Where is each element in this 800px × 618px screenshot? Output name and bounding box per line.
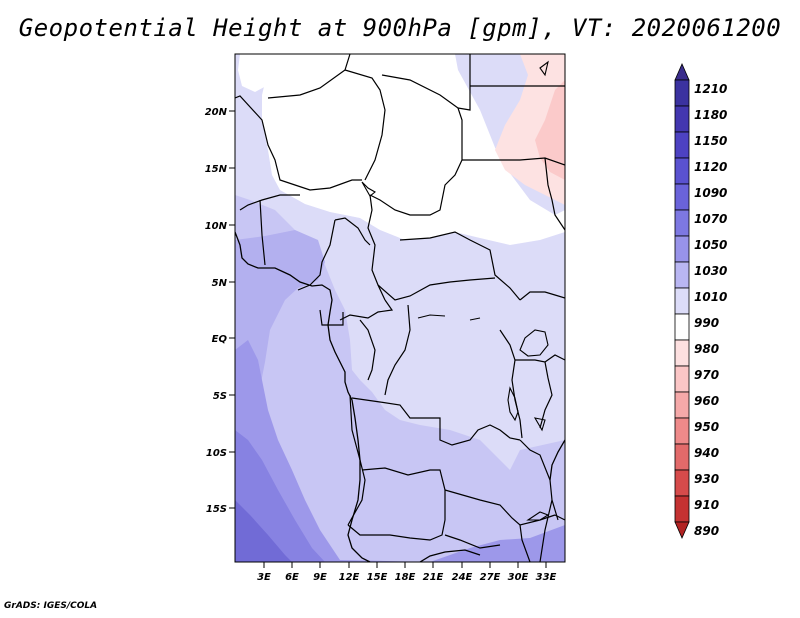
lat-label: 20N (205, 107, 228, 118)
height-field-970 (535, 80, 565, 180)
longitude-labels: 3E 6E 9E 12E 15E 18E 21E 24E 27E 30E 33E (257, 572, 556, 583)
lat-label: 5S (213, 391, 227, 402)
colorbar-label: 1030 (694, 264, 727, 278)
map-panel (235, 54, 565, 562)
colorbar-label: 990 (694, 316, 719, 330)
lon-label: 6E (285, 572, 299, 583)
colorbar-swatch (674, 391, 690, 419)
colorbar-labels: 1210 1180 1150 1120 1090 1070 1050 1030 … (694, 82, 727, 538)
colorbar-swatch (674, 443, 690, 471)
longitude-axis (263, 562, 547, 568)
lat-label: 15S (206, 504, 227, 515)
lat-label: 5N (212, 278, 228, 289)
lat-label: EQ (212, 334, 228, 345)
colorbar-swatch (674, 365, 690, 393)
colorbar-swatch (674, 261, 690, 289)
colorbar-label: 980 (694, 342, 719, 356)
colorbar-label: 1070 (694, 212, 727, 226)
colorbar-upper-arrow (674, 63, 690, 81)
map-frame (234, 53, 566, 563)
colorbar-swatch (674, 417, 690, 445)
lat-label: 10N (205, 221, 228, 232)
colorbar-swatch (674, 235, 690, 263)
colorbar-label: 940 (694, 446, 719, 460)
height-field-990-west (238, 54, 275, 92)
colorbar-label: 910 (694, 498, 719, 512)
colorbar-label: 1210 (694, 82, 727, 96)
colorbar-swatch (674, 79, 690, 107)
latitude-labels: 20N 15N 10N 5N EQ 5S 10S 15S (205, 107, 228, 515)
colorbar-lower-arrow (674, 521, 690, 539)
lon-label: 18E (395, 572, 416, 583)
colorbar-swatch (674, 313, 690, 341)
colorbar-label: 1010 (694, 290, 727, 304)
colorbar-label: 970 (694, 368, 719, 382)
colorbar-swatch (674, 183, 690, 211)
lakes (361, 60, 550, 521)
coastline (235, 231, 565, 562)
colorbar-label: 1090 (694, 186, 727, 200)
colorbar-swatch (674, 157, 690, 185)
country-borders (235, 54, 565, 562)
lat-label: 10S (206, 448, 227, 459)
colorbar-label: 890 (694, 524, 719, 538)
colorbar-swatch (674, 287, 690, 315)
colorbar-label: 1180 (694, 108, 727, 122)
colorbar-swatch (674, 105, 690, 133)
colorbar-label: 960 (694, 394, 719, 408)
colorbar-swatch (674, 339, 690, 367)
lon-label: 21E (423, 572, 444, 583)
lon-label: 9E (313, 572, 327, 583)
colorbar-label: 950 (694, 420, 719, 434)
colorbar-label: 1150 (694, 134, 727, 148)
grads-credit: GrADS: IGES/COLA (4, 601, 98, 611)
lon-label: 24E (452, 572, 473, 583)
lon-label: 3E (257, 572, 271, 583)
colorbar-label: 930 (694, 472, 719, 486)
lat-label: 15N (205, 164, 228, 175)
colorbar-swatch (674, 469, 690, 497)
lon-label: 30E (508, 572, 529, 583)
latitude-axis (229, 110, 235, 509)
colorbar-swatch (674, 131, 690, 159)
lon-label: 15E (367, 572, 388, 583)
colorbar-swatch (674, 495, 690, 523)
map-title: Geopotential Height at 900hPa [gpm], VT:… (18, 14, 782, 42)
lon-label: 12E (339, 572, 360, 583)
height-field-1120 (235, 500, 292, 562)
colorbar (674, 63, 690, 539)
lon-label: 33E (536, 572, 557, 583)
colorbar-label: 1120 (694, 160, 727, 174)
colorbar-label: 1050 (694, 238, 727, 252)
lon-label: 27E (480, 572, 501, 583)
height-field-990 (262, 54, 565, 245)
colorbar-swatch (674, 209, 690, 237)
